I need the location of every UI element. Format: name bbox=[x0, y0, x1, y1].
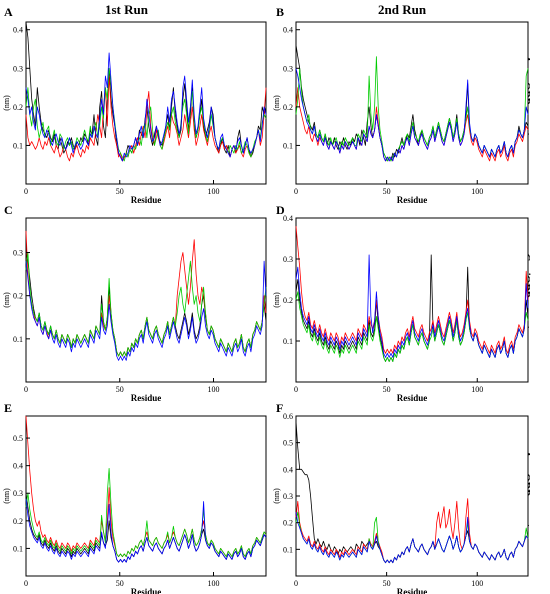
y-tick-label-b-0.1: 0.1 bbox=[283, 141, 293, 150]
y-tick-label-e-0.2: 0.2 bbox=[13, 517, 23, 526]
x-tick-label-a-0: 0 bbox=[24, 187, 28, 196]
x-tick-label-e-100: 100 bbox=[208, 579, 220, 588]
x-axis-label-a: Residue bbox=[131, 195, 162, 205]
series-line-e-3 bbox=[25, 498, 267, 563]
x-tick-label-a-50: 50 bbox=[116, 187, 124, 196]
x-tick-label-a-100: 100 bbox=[208, 187, 220, 196]
x-tick-label-e-50: 50 bbox=[116, 579, 124, 588]
series-line-c-3 bbox=[25, 260, 267, 361]
x-tick-label-e-0: 0 bbox=[24, 579, 28, 588]
y-tick-label-f-0.4: 0.4 bbox=[283, 465, 293, 474]
x-tick-label-c-100: 100 bbox=[208, 385, 220, 394]
plot-frame-d bbox=[295, 217, 529, 383]
x-tick-label-d-100: 100 bbox=[471, 385, 483, 394]
y-tick-label-f-0.3: 0.3 bbox=[283, 492, 293, 501]
x-tick-label-b-0: 0 bbox=[294, 187, 298, 196]
y-tick-label-e-0.5: 0.5 bbox=[13, 434, 23, 443]
y-tick-label-b-0.4: 0.4 bbox=[283, 26, 293, 35]
series-line-d-1 bbox=[295, 226, 529, 354]
y-axis-label-a: (nm) bbox=[2, 95, 11, 111]
y-tick-label-a-0.2: 0.2 bbox=[13, 103, 23, 112]
x-axis-label-b: Residue bbox=[397, 195, 428, 205]
y-axis-label-c: (nm) bbox=[2, 292, 11, 308]
x-tick-label-d-50: 50 bbox=[383, 385, 391, 394]
series-line-a-1 bbox=[25, 75, 267, 162]
plot-frame-a bbox=[25, 21, 267, 185]
y-tick-label-a-0.4: 0.4 bbox=[13, 26, 23, 35]
y-tick-label-e-0.4: 0.4 bbox=[13, 462, 23, 471]
y-tick-label-f-0.2: 0.2 bbox=[283, 519, 293, 528]
y-tick-label-d-0.4: 0.4 bbox=[283, 214, 293, 223]
series-line-a-3 bbox=[25, 52, 267, 162]
x-tick-label-b-100: 100 bbox=[471, 187, 483, 196]
column-title-1st-run: 1st Run bbox=[105, 2, 148, 17]
series-line-b-3 bbox=[295, 68, 529, 162]
plot-frame-f bbox=[295, 415, 529, 577]
y-tick-label-a-0.1: 0.1 bbox=[13, 141, 23, 150]
x-axis-label-d: Residue bbox=[397, 393, 428, 403]
panel-letter-f: F bbox=[276, 401, 284, 415]
y-axis-label-b: (nm) bbox=[272, 95, 281, 111]
x-tick-label-f-0: 0 bbox=[294, 579, 298, 588]
plot-frame-b bbox=[295, 21, 529, 185]
column-title-2nd-run: 2nd Run bbox=[378, 2, 427, 17]
x-axis-label-f: Residue bbox=[397, 587, 428, 594]
x-tick-label-d-0: 0 bbox=[294, 385, 298, 394]
y-tick-label-e-0.1: 0.1 bbox=[13, 544, 23, 553]
y-tick-label-d-0.3: 0.3 bbox=[283, 255, 293, 264]
panel-letter-c: C bbox=[4, 203, 13, 217]
plot-frame-c bbox=[25, 217, 267, 383]
panel-letter-d: D bbox=[276, 203, 285, 217]
x-tick-label-f-100: 100 bbox=[471, 579, 483, 588]
x-tick-label-f-50: 50 bbox=[383, 579, 391, 588]
y-tick-label-b-0.3: 0.3 bbox=[283, 64, 293, 73]
y-tick-label-c-0.3: 0.3 bbox=[13, 249, 23, 258]
y-axis-label-e: (nm) bbox=[2, 488, 11, 504]
y-tick-label-d-0.1: 0.1 bbox=[283, 337, 293, 346]
y-tick-label-c-0.1: 0.1 bbox=[13, 335, 23, 344]
panel-letter-a: A bbox=[4, 5, 13, 19]
y-tick-label-f-0.5: 0.5 bbox=[283, 439, 293, 448]
y-axis-label-f: (nm) bbox=[272, 488, 281, 504]
x-tick-label-c-0: 0 bbox=[24, 385, 28, 394]
x-tick-label-c-50: 50 bbox=[116, 385, 124, 394]
series-line-c-2 bbox=[25, 252, 267, 357]
x-tick-label-b-50: 50 bbox=[383, 187, 391, 196]
panel-letter-b: B bbox=[276, 5, 285, 19]
y-tick-label-f-0.6: 0.6 bbox=[283, 412, 293, 421]
y-tick-label-d-0.2: 0.2 bbox=[283, 296, 293, 305]
x-axis-label-c: Residue bbox=[131, 393, 162, 403]
y-axis-label-d: (nm) bbox=[272, 292, 281, 308]
y-tick-label-e-0.3: 0.3 bbox=[13, 489, 23, 498]
panel-letter-e: E bbox=[4, 401, 13, 415]
series-line-e-2 bbox=[25, 467, 267, 558]
series-line-d-3 bbox=[295, 254, 529, 358]
series-line-f-3 bbox=[295, 511, 529, 564]
y-tick-label-a-0.3: 0.3 bbox=[13, 64, 23, 73]
y-tick-label-f-0.1: 0.1 bbox=[283, 545, 293, 554]
x-axis-label-e: Residue bbox=[131, 587, 162, 594]
y-tick-label-c-0.2: 0.2 bbox=[13, 292, 23, 301]
y-tick-label-b-0.2: 0.2 bbox=[283, 103, 293, 112]
